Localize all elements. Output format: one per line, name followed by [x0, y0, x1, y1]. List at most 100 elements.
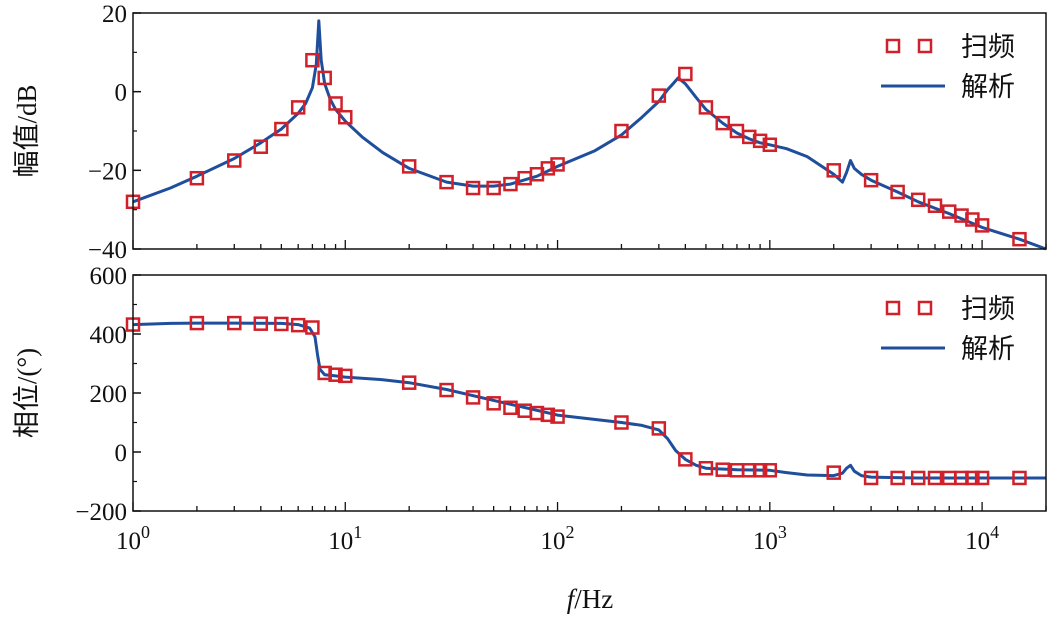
magnitude-sweep-point: [762, 137, 778, 153]
phase-y-tick-label: 400: [90, 322, 128, 349]
phase-sweep-point: [401, 375, 417, 390]
magnitude-sweep-point: [189, 170, 205, 186]
phase-sweep-point: [274, 316, 289, 332]
legend-marker-square: [917, 38, 933, 54]
legend-scatter-label: 扫频: [961, 294, 1015, 324]
magnitude-sweep-point: [910, 192, 926, 208]
phase-sweep-point: [752, 463, 768, 478]
magnitude-y-tick-label: −40: [88, 237, 127, 264]
phase-sweep-point: [974, 470, 990, 486]
x-axis-label: f/Hz: [567, 584, 614, 614]
phase-sweep-point: [503, 400, 518, 415]
phase-sweep-point: [486, 396, 501, 411]
magnitude-sweep-point: [227, 153, 242, 168]
phase-sweep-point: [328, 367, 343, 382]
magnitude-analytic-line: [132, 19, 1047, 251]
magnitude-sweep-point: [253, 139, 269, 154]
phase-sweep-point: [910, 470, 926, 486]
magnitude-sweep-point: [401, 159, 417, 174]
magnitude-sweep-point: [715, 115, 730, 131]
phase-sweep-point: [927, 470, 943, 486]
phase-sweep-point: [715, 462, 730, 477]
x-tick-label: 103: [753, 522, 787, 555]
magnitude-legend: 扫频 解析: [881, 32, 1015, 102]
legend-line-label: 解析: [961, 334, 1015, 364]
phase-sweep-point: [550, 409, 565, 424]
x-tick-label: 104: [965, 522, 999, 555]
magnitude-sweep-point: [678, 66, 693, 82]
magnitude-sweep-point: [863, 172, 879, 188]
phase-sweep-point: [253, 316, 269, 331]
phase-y-tick-label: 0: [115, 440, 128, 467]
magnitude-sweep-point: [317, 70, 332, 86]
x-axis-label-unit: /Hz: [574, 584, 613, 614]
magnitude-sweep-point: [465, 180, 481, 196]
magnitude-sweep-point: [274, 121, 289, 137]
magnitude-sweep-point: [338, 109, 353, 125]
x-tick-label-base: 10: [116, 528, 141, 555]
x-tick-label-base: 10: [541, 528, 566, 555]
x-tick-label-base: 10: [328, 528, 353, 555]
x-tick-label: 101: [328, 522, 362, 555]
magnitude-sweep-point: [927, 198, 943, 213]
magnitude-sweep-point: [439, 174, 454, 190]
phase-axes-frame: [132, 274, 1047, 512]
phase-sweep-point: [890, 470, 905, 486]
magnitude-plot-content: [125, 19, 1047, 251]
phase-sweep-point: [439, 382, 454, 398]
magnitude-sweep-point: [290, 100, 306, 115]
phase-sweep-point: [305, 320, 320, 335]
phase-y-tick-label: 600: [90, 263, 128, 290]
magnitude-sweep-point: [826, 163, 841, 178]
phase-y-axis-label: 相位/(°): [12, 348, 42, 438]
magnitude-sweep-point: [614, 123, 629, 139]
phase-plot-content: [125, 315, 1046, 486]
phase-sweep-point: [465, 390, 481, 405]
magnitude-sweep-point: [974, 218, 990, 233]
phase-sweep-point: [651, 421, 667, 436]
phase-sweep-point: [965, 470, 980, 486]
magnitude-axes-frame: [132, 12, 1047, 250]
magnitude-sweep-point: [550, 157, 565, 172]
phase-sweep-point: [1012, 470, 1027, 486]
magnitude-y-axis-label: 幅值/dB: [12, 84, 42, 177]
x-tick-label-exponent: 3: [778, 522, 787, 542]
phase-sweep-point: [698, 460, 714, 476]
phase-sweep-point: [540, 407, 556, 423]
magnitude-sweep-point: [1012, 231, 1027, 247]
magnitude-y-tick-label: 0: [115, 80, 128, 107]
x-tick-label-exponent: 0: [141, 522, 150, 542]
phase-sweep-point: [227, 315, 242, 331]
legend-marker-square: [885, 300, 901, 316]
magnitude-sweep-point: [328, 96, 343, 111]
x-tick-label: 100: [116, 522, 150, 555]
x-tick-label-exponent: 1: [353, 522, 362, 542]
phase-sweep-point: [762, 463, 778, 478]
magnitude-sweep-point: [503, 176, 518, 192]
phase-sweep-point: [826, 465, 841, 480]
magnitude-sweep-point: [651, 88, 667, 103]
magnitude-sweep-point: [305, 52, 320, 68]
legend-marker-square: [917, 300, 933, 316]
x-tick-label-base: 10: [965, 528, 990, 555]
magnitude-sweep-point: [890, 184, 905, 200]
magnitude-panel: −40 −20 0 20 幅值/dB 扫频 解析: [12, 1, 1047, 264]
phase-analytic-line: [132, 321, 1046, 480]
legend-scatter-label: 扫频: [961, 32, 1015, 62]
x-tick-label-exponent: 4: [990, 522, 999, 542]
magnitude-sweep-point: [698, 100, 714, 115]
phase-y-tick-label: −200: [75, 499, 127, 526]
x-tick-label-base: 10: [753, 528, 778, 555]
x-tick-label: 102: [541, 522, 575, 555]
magnitude-sweep-point: [540, 161, 556, 176]
x-axis-label-symbol: f: [567, 584, 578, 614]
magnitude-y-tick-label: 20: [102, 1, 127, 28]
phase-sweep-point: [678, 452, 693, 467]
legend-marker-square: [885, 38, 901, 54]
phase-y-tick-label: 200: [90, 381, 128, 408]
magnitude-ticks: −40 −20 0 20: [88, 1, 1047, 264]
phase-legend: 扫频 解析: [881, 294, 1015, 364]
phase-sweep-point: [189, 315, 205, 331]
